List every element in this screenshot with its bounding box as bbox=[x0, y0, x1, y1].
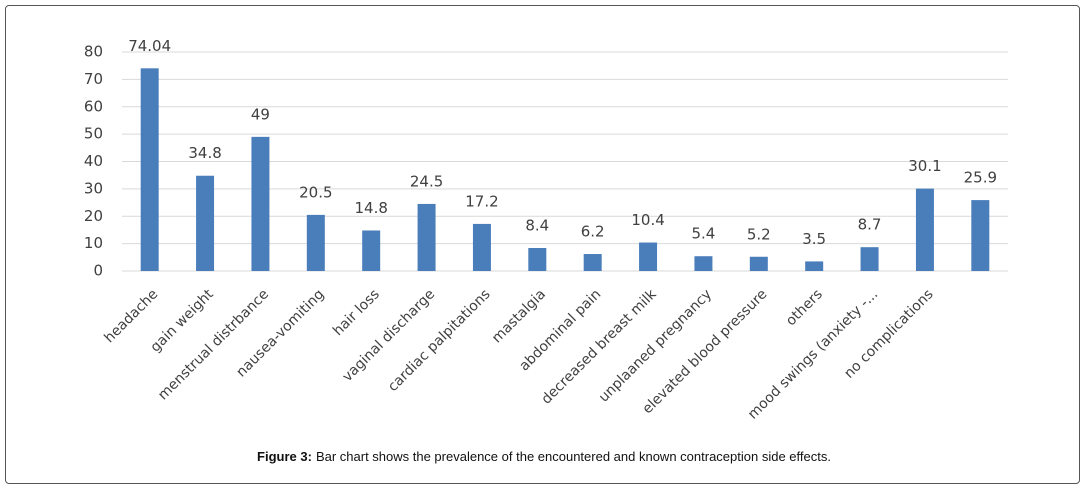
value-label: 3.5 bbox=[802, 230, 826, 248]
x-tick-label: decreased breast milk bbox=[539, 286, 661, 408]
value-label: 17.2 bbox=[465, 192, 498, 210]
y-tick-label: 80 bbox=[84, 43, 103, 61]
value-label: 24.5 bbox=[410, 172, 443, 190]
bar bbox=[306, 214, 325, 271]
value-label: 20.5 bbox=[299, 183, 332, 201]
bar bbox=[140, 68, 159, 272]
bar bbox=[694, 256, 713, 271]
y-tick-label: 40 bbox=[84, 152, 103, 170]
bar bbox=[583, 254, 602, 271]
value-label: 8.7 bbox=[858, 216, 882, 234]
bar bbox=[251, 136, 270, 271]
bar bbox=[528, 248, 547, 271]
y-tick-label: 60 bbox=[84, 97, 103, 115]
x-tick-label: unplaaned pregnancy bbox=[596, 286, 715, 405]
y-tick-label: 20 bbox=[84, 207, 103, 225]
bar bbox=[749, 256, 768, 271]
bar bbox=[639, 242, 658, 271]
x-tick-label: headache bbox=[101, 286, 161, 346]
bar bbox=[915, 188, 934, 271]
value-label: 8.4 bbox=[525, 217, 549, 235]
bar bbox=[362, 230, 381, 271]
bar bbox=[417, 203, 436, 271]
value-label: 6.2 bbox=[581, 223, 605, 241]
caption-label: Figure 3: bbox=[257, 449, 312, 464]
caption: Figure 3: Bar chart shows the prevalence … bbox=[0, 449, 1088, 464]
bar bbox=[805, 261, 824, 271]
bar bbox=[196, 175, 215, 271]
value-label: 74.04 bbox=[128, 37, 171, 55]
x-tick-label: others bbox=[783, 286, 826, 329]
y-tick-label: 30 bbox=[84, 179, 103, 197]
y-tick-label: 70 bbox=[84, 70, 103, 88]
x-tick-label: cardiac palpitations bbox=[385, 286, 494, 395]
x-tick-label: hair loss bbox=[330, 286, 383, 339]
caption-text: Bar chart shows the prevalence of the en… bbox=[315, 449, 831, 464]
value-label: 14.8 bbox=[354, 199, 387, 217]
x-tick-label: menstrual distrbance bbox=[155, 286, 272, 403]
value-label: 49 bbox=[251, 105, 270, 123]
value-label: 5.4 bbox=[692, 225, 716, 243]
value-label: 30.1 bbox=[908, 157, 941, 175]
bar bbox=[971, 200, 990, 271]
y-tick-label: 50 bbox=[84, 125, 103, 143]
value-label: 25.9 bbox=[964, 169, 997, 187]
bar bbox=[860, 247, 879, 271]
value-label: 34.8 bbox=[188, 144, 221, 162]
x-tick-label: mastalgia bbox=[489, 286, 549, 346]
bar bbox=[472, 223, 491, 271]
value-label: 10.4 bbox=[631, 211, 664, 229]
x-tick-label: vaginal discharge bbox=[339, 286, 438, 385]
value-label: 5.2 bbox=[747, 225, 771, 243]
figure-frame bbox=[5, 5, 1080, 484]
y-tick-label: 10 bbox=[84, 234, 103, 252]
y-tick-label: 0 bbox=[93, 262, 103, 280]
